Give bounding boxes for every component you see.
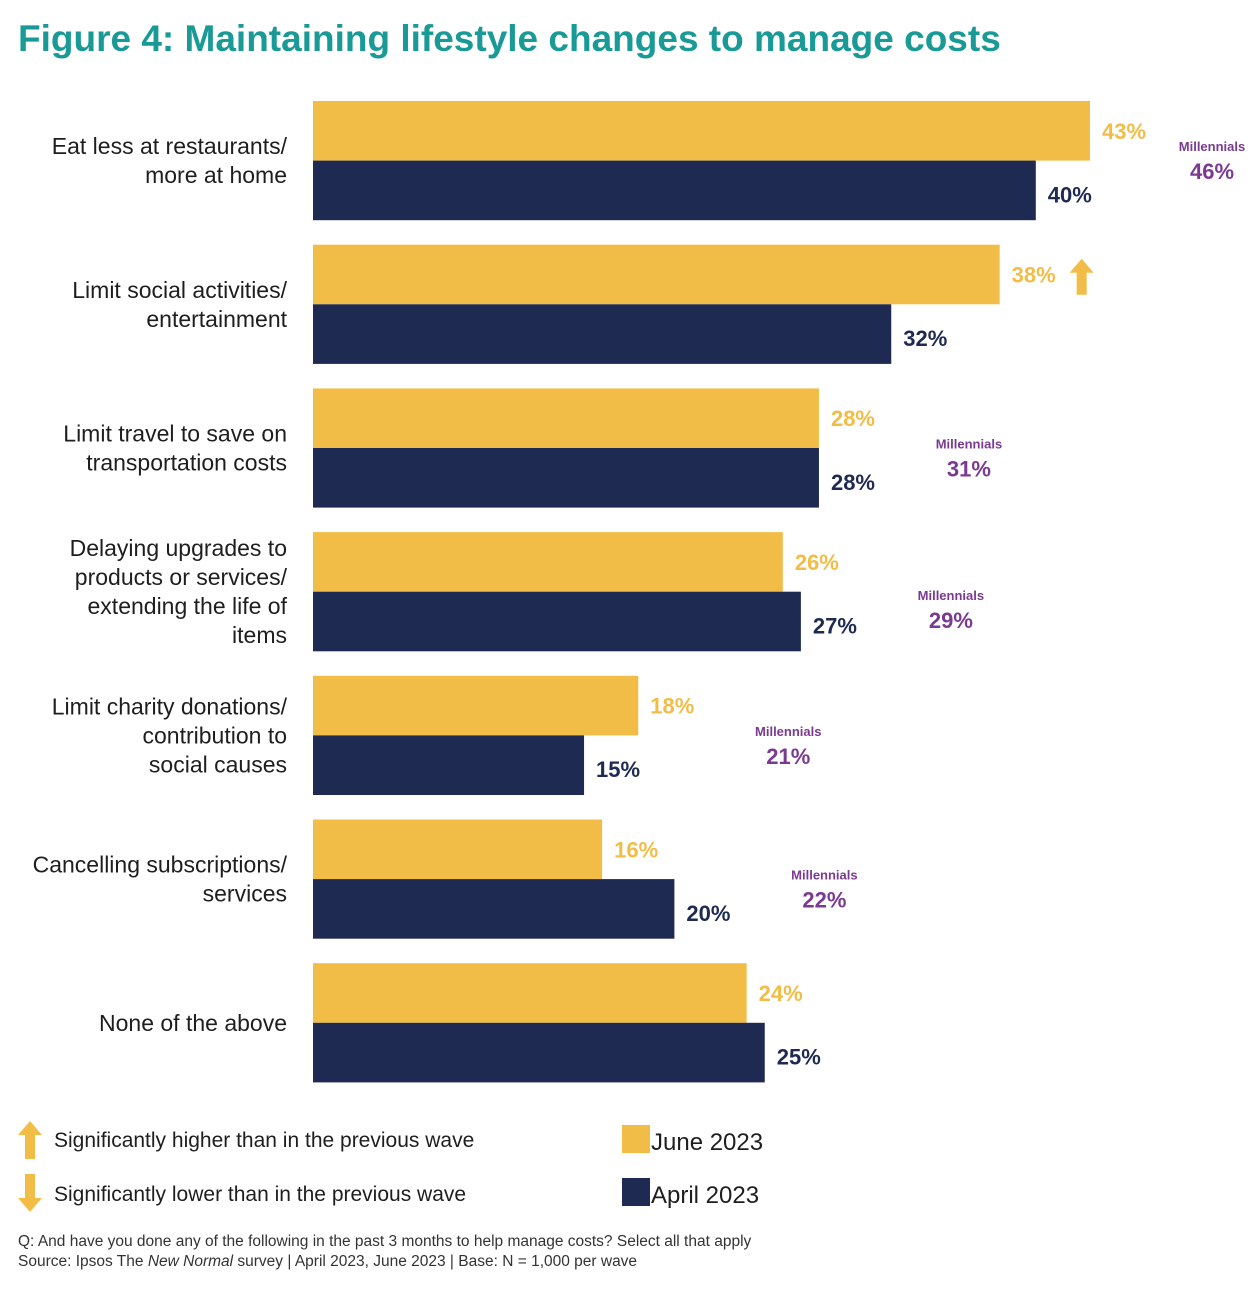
category-label: social causes — [149, 751, 287, 777]
category-label: items — [232, 622, 287, 648]
legend-swatch-april — [622, 1178, 650, 1206]
legend-label-april: April 2023 — [651, 1182, 760, 1209]
category-label: None of the above — [99, 1010, 287, 1036]
category-label: Limit charity donations/ — [52, 693, 288, 719]
millennials-value: 21% — [766, 744, 810, 769]
category-label: Limit travel to save on — [63, 421, 287, 447]
legend-swatch-june — [622, 1125, 650, 1153]
legend-lower-note: Significantly lower than in the previous… — [54, 1183, 467, 1206]
value-label-june: 24% — [759, 981, 803, 1006]
legend-higher-note: Significantly higher than in the previou… — [54, 1129, 475, 1152]
bar-april — [313, 591, 801, 652]
bar-april — [313, 448, 819, 508]
category-label: extending the life of — [88, 593, 288, 619]
value-label-june: 38% — [1012, 263, 1056, 288]
value-label-june: 18% — [650, 694, 694, 719]
category-label: transportation costs — [86, 450, 287, 476]
bar-april — [313, 160, 1036, 221]
bar-june — [313, 532, 783, 592]
bar-april — [313, 1022, 765, 1083]
millennials-heading: Millennials — [755, 724, 821, 739]
category-label: contribution to — [143, 722, 287, 748]
category-label: Cancelling subscriptions/ — [33, 852, 288, 878]
category-label: Delaying upgrades to — [70, 535, 287, 561]
arrow-up-icon — [1069, 258, 1094, 295]
millennials-value: 22% — [802, 888, 846, 913]
bar-june — [313, 963, 747, 1023]
bar-april — [313, 879, 675, 939]
arrow-down-icon — [18, 1174, 42, 1212]
millennials-heading: Millennials — [791, 868, 857, 883]
value-label-april: 27% — [813, 614, 857, 639]
category-label: Eat less at restaurants/ — [52, 133, 288, 159]
value-label-june: 26% — [795, 550, 839, 575]
source-footnote: Source: Ipsos The New Normal survey | Ap… — [18, 1253, 638, 1270]
category-label: products or services/ — [75, 564, 288, 590]
millennials-heading: Millennials — [1179, 139, 1245, 154]
value-label-april: 28% — [831, 470, 875, 495]
millennials-value: 46% — [1190, 159, 1234, 184]
bar-chart: Eat less at restaurants/more at home 43% 4… — [33, 101, 1245, 1083]
bar-june — [313, 388, 819, 448]
value-label-april: 32% — [903, 326, 947, 351]
category-label: Limit social activities/ — [72, 277, 287, 303]
value-label-april: 40% — [1048, 182, 1092, 207]
value-label-june: 43% — [1102, 119, 1146, 144]
value-label-june: 16% — [614, 837, 658, 862]
value-label-april: 20% — [686, 901, 730, 926]
millennials-value: 29% — [929, 608, 973, 633]
bar-april — [313, 304, 892, 364]
question-footnote: Q: And have you done any of the followin… — [18, 1233, 752, 1250]
bar-june — [313, 819, 603, 880]
arrow-up-icon — [18, 1121, 42, 1159]
bar-april — [313, 735, 585, 795]
bar-june — [313, 675, 639, 736]
category-label: services — [203, 881, 287, 907]
value-label-june: 28% — [831, 406, 875, 431]
millennials-value: 31% — [947, 456, 991, 481]
millennials-heading: Millennials — [936, 436, 1002, 451]
value-label-april: 15% — [596, 757, 640, 782]
category-label: more at home — [145, 162, 287, 188]
value-label-april: 25% — [777, 1045, 821, 1070]
legend-label-june: June 2023 — [651, 1129, 764, 1156]
chart-title: Figure 4: Maintaining lifestyle changes … — [18, 18, 1001, 59]
bar-june — [313, 244, 1000, 305]
bar-june — [313, 101, 1091, 161]
millennials-heading: Millennials — [918, 588, 984, 603]
category-label: entertainment — [146, 306, 287, 332]
